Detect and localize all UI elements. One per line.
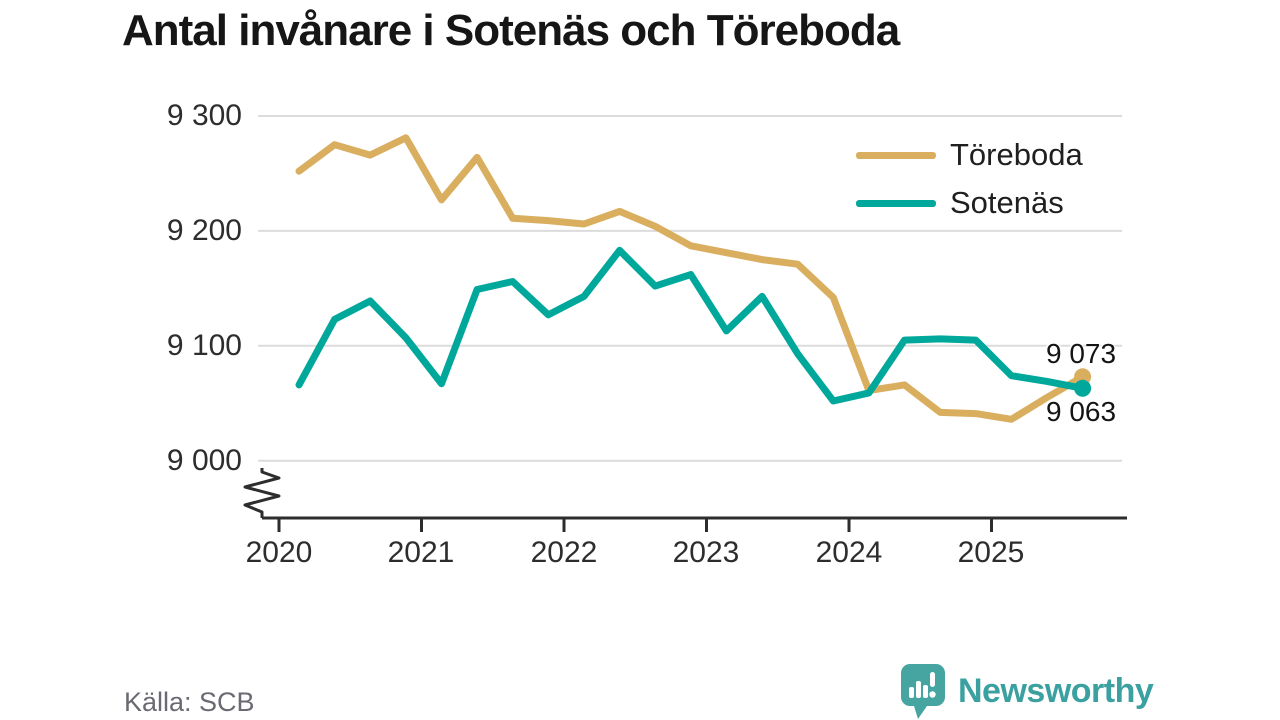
xtick-label-2024: 2024: [815, 536, 883, 569]
legend: Töreboda Sotenäs: [856, 137, 1083, 234]
end-value-toreboda: 9 073: [1046, 338, 1117, 369]
branding: Newsworthy: [901, 664, 1154, 719]
ytick-label-9100: 9 100: [166, 329, 242, 362]
xtick-label-2025: 2025: [957, 536, 1025, 569]
xtick-label-2023: 2023: [672, 536, 740, 569]
xtick-label-2021: 2021: [387, 536, 455, 569]
series-end-dot-1: [1074, 379, 1092, 397]
legend-label-sotenas: Sotenäs: [950, 185, 1064, 220]
legend-item-toreboda: Töreboda: [856, 137, 1083, 172]
logo-bars-icon: [909, 672, 936, 698]
xtick-label-2022: 2022: [530, 536, 598, 569]
newsworthy-logo-icon: [901, 664, 945, 719]
ytick-label-9000: 9 000: [166, 444, 242, 477]
series-line-1: [295, 246, 1087, 405]
legend-swatch-toreboda: [856, 151, 936, 159]
branding-wordmark: Newsworthy: [958, 672, 1154, 710]
source-note: Källa: SCB: [124, 687, 255, 717]
end-value-sotenas: 9 063: [1046, 396, 1117, 427]
legend-swatch-sotenas: [856, 199, 936, 207]
xtick-label-2020: 2020: [245, 536, 313, 569]
ytick-label-9200: 9 200: [166, 214, 242, 247]
axis-break-icon: [243, 468, 281, 518]
legend-item-sotenas: Sotenäs: [856, 185, 1083, 220]
ytick-label-9300: 9 300: [166, 99, 242, 132]
series-line-0: [295, 134, 1087, 423]
legend-label-toreboda: Töreboda: [950, 137, 1083, 172]
chart-title: Antal invånare i Sotenäs och Töreboda: [122, 6, 900, 55]
